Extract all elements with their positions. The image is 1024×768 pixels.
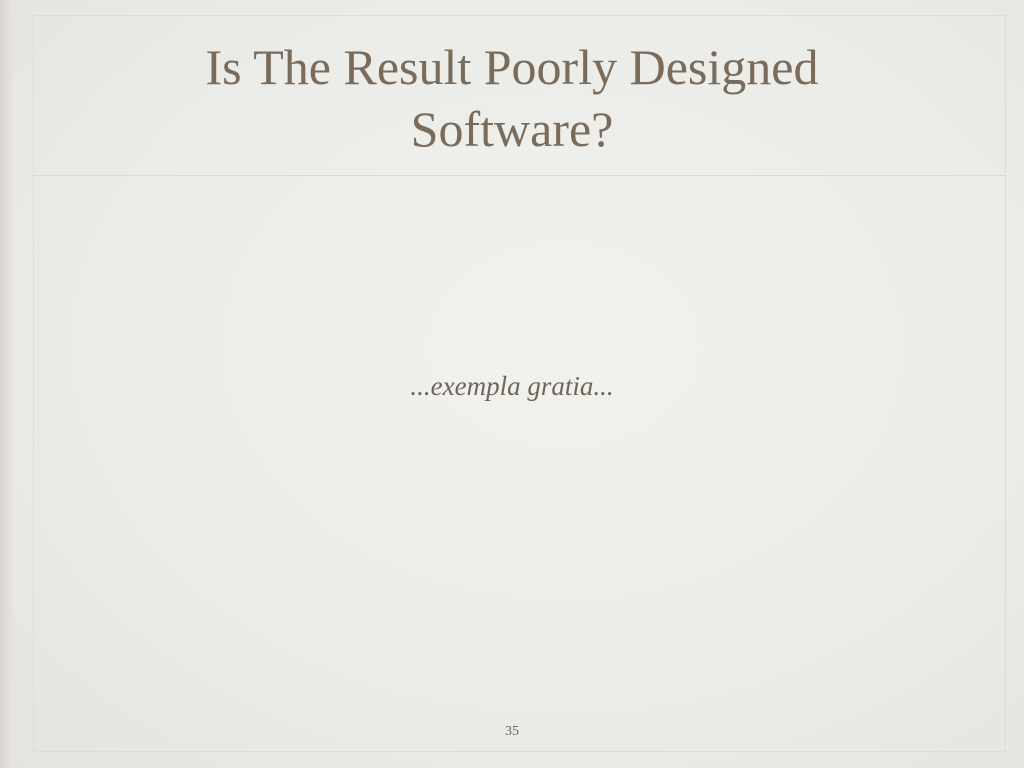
slide-title: Is The Result Poorly Designed Software?: [60, 36, 964, 160]
slide-left-edge: [0, 0, 14, 768]
page-number: 35: [505, 724, 519, 739]
slide-body-text: ...exempla gratia...: [410, 371, 614, 401]
title-line-1: Is The Result Poorly Designed: [205, 39, 819, 95]
title-divider: [33, 175, 1006, 176]
slide-frame: [33, 15, 1006, 752]
title-line-2: Software?: [410, 101, 614, 157]
